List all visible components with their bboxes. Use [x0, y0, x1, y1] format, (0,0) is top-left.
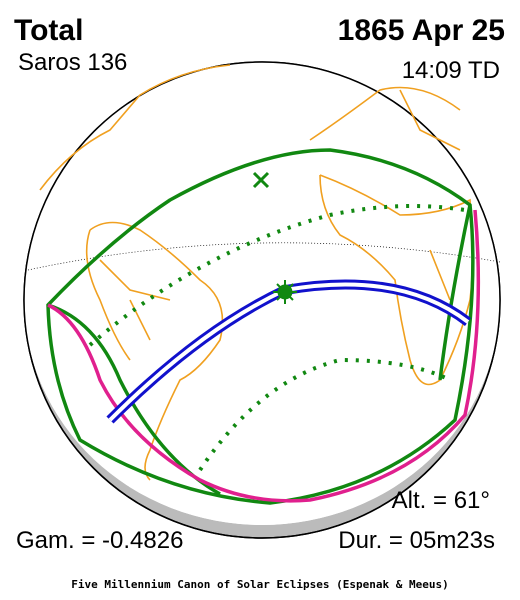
- duration: Dur. = 05m23s: [338, 527, 495, 554]
- date: 1865 Apr 25: [338, 14, 505, 47]
- coastlines: [39, 64, 474, 481]
- eclipse-type: Total: [14, 14, 83, 47]
- markers: [252, 171, 297, 304]
- eclipse-paths: [46, 148, 481, 505]
- credit: Five Millennium Canon of Solar Eclipses …: [71, 578, 449, 591]
- altitude: Alt. = 61°: [392, 487, 490, 514]
- time: 14:09 TD: [402, 57, 500, 84]
- saros: Saros 136: [18, 49, 127, 76]
- gamma: Gam. = -0.4826: [16, 527, 183, 554]
